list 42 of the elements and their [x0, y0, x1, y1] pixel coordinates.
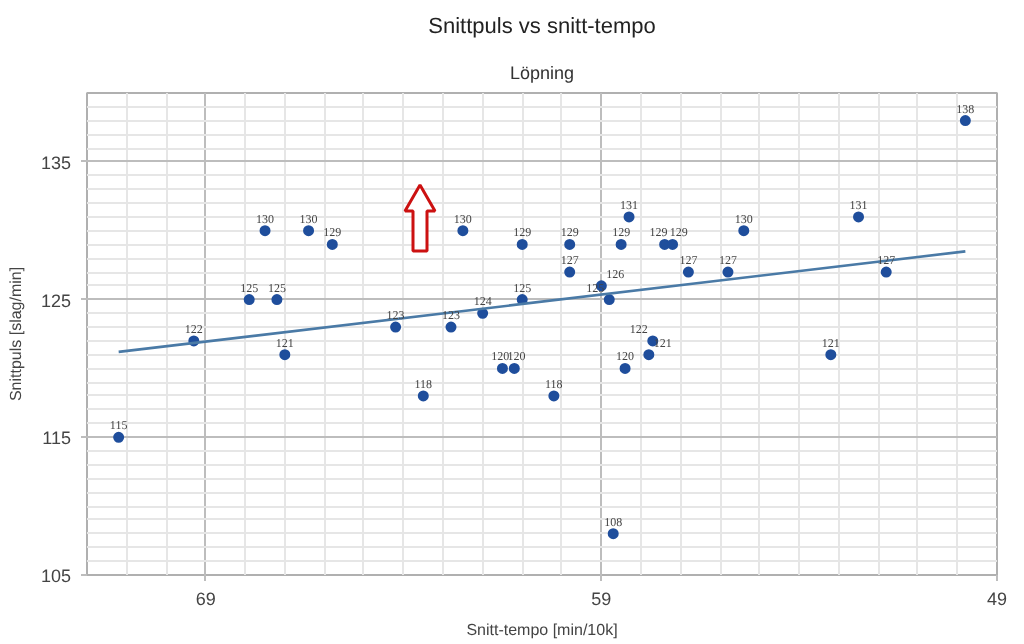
point: [271, 294, 283, 306]
point: [259, 225, 271, 237]
point: [603, 294, 615, 306]
point: [880, 266, 892, 278]
point: [279, 349, 291, 361]
point: [853, 211, 865, 223]
chart-subtitle: Löpning: [509, 63, 575, 83]
point: [113, 431, 125, 443]
y-axis-title: Snittpuls [slag/min]: [6, 266, 25, 402]
point: [508, 362, 520, 374]
point: [496, 362, 508, 374]
x-tick-label: 59: [591, 589, 612, 609]
point: [548, 390, 560, 402]
point: [607, 528, 619, 540]
point: [825, 349, 837, 361]
point: [738, 225, 750, 237]
point: [326, 238, 338, 250]
point: [564, 266, 576, 278]
point: [457, 225, 469, 237]
point: [682, 266, 694, 278]
y-tick-label: 115: [42, 428, 72, 449]
point: [959, 115, 971, 127]
x-tick-label: 69: [195, 589, 216, 609]
point: [445, 321, 457, 333]
point: [667, 238, 679, 250]
point: [303, 225, 315, 237]
x-axis-title: Snitt-tempo [min/10k]: [466, 621, 618, 639]
point: [564, 238, 576, 250]
point: [615, 238, 627, 250]
y-tick-label: 135: [40, 152, 72, 173]
y-tick-label: 125: [40, 290, 72, 311]
point: [643, 349, 655, 361]
point: [516, 238, 528, 250]
point: [390, 321, 402, 333]
point: [243, 294, 255, 306]
point: [623, 211, 635, 223]
chart-title: Snittpuls vs snitt-tempo: [428, 15, 656, 39]
x-tick-label: 49: [986, 589, 1008, 609]
point: [619, 362, 631, 374]
point: [417, 390, 429, 402]
point: [722, 266, 734, 278]
y-tick-label: 105: [40, 566, 72, 586]
